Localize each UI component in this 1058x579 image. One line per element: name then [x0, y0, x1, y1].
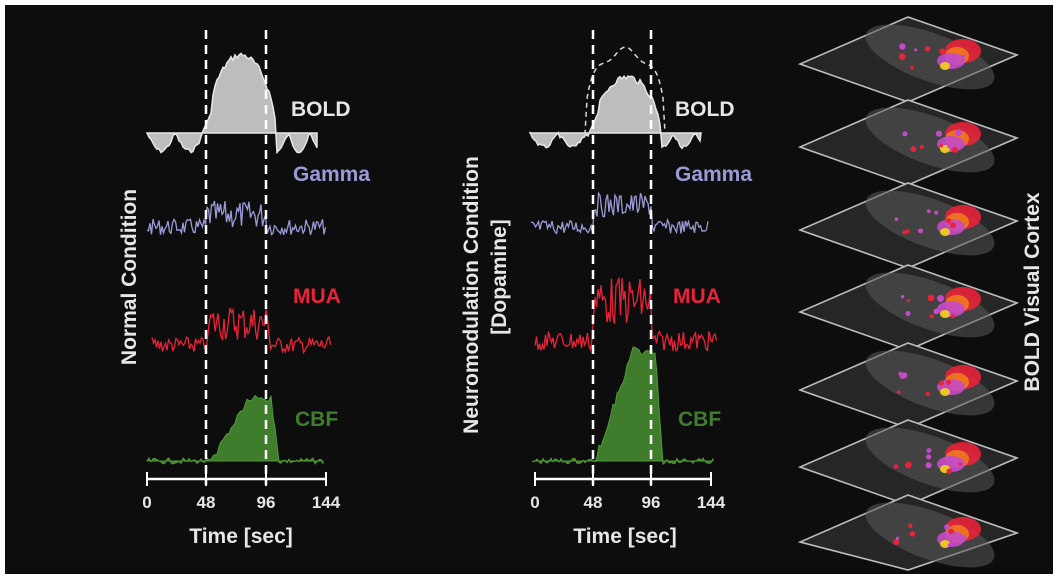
gamma-trace: [530, 191, 709, 235]
tick-label-144: 144: [312, 493, 341, 512]
mua-trace: [151, 307, 332, 355]
brain-slice: [797, 264, 1020, 351]
tick-label-48: 48: [197, 493, 216, 512]
brain-slice: [797, 342, 1020, 429]
cbf-trace: [146, 394, 324, 465]
figure-canvas: BOLD Gamma MUA CBF Normal Condition 0 48…: [118, 16, 1044, 571]
cortex-label: BOLD Visual Cortex: [1021, 192, 1044, 391]
cbf-label: CBF: [678, 408, 721, 431]
gamma-label: Gamma: [675, 163, 752, 186]
brain-slice-stack: [797, 16, 1020, 571]
brain-slice: [797, 16, 1020, 103]
condition-label: Normal Condition: [118, 189, 141, 365]
gamma-label: Gamma: [293, 163, 370, 186]
tick-label-96: 96: [257, 493, 276, 512]
figure: BOLD Gamma MUA CBF Normal Condition 0 48…: [5, 5, 1053, 574]
tick-label-0: 0: [142, 493, 151, 512]
tick-label-48: 48: [584, 493, 603, 512]
time-axis: [146, 472, 327, 486]
bold-trace: [145, 52, 318, 155]
brain-slice: [797, 419, 1020, 506]
time-axis: [534, 472, 712, 486]
cbf-trace: [532, 345, 714, 465]
cbf-label: CBF: [295, 408, 338, 431]
gamma-trace: [146, 200, 327, 236]
bold-label: BOLD: [675, 98, 735, 121]
x-axis-label: Time [sec]: [189, 525, 293, 548]
condition-label-line1: Neuromodulation Condition: [460, 156, 483, 434]
mua-label: MUA: [673, 285, 721, 308]
tick-label-96: 96: [642, 493, 661, 512]
brain-slice: [797, 182, 1020, 269]
mua-trace: [534, 277, 718, 352]
brain-slice: [797, 494, 1020, 571]
neuromodulation-condition-panel: BOLD Gamma MUA CBF Neuromodulation Condi…: [460, 30, 752, 548]
tick-label-144: 144: [697, 493, 726, 512]
x-axis-label: Time [sec]: [573, 525, 677, 548]
brain-slice: [797, 99, 1020, 186]
tick-label-0: 0: [530, 493, 539, 512]
bold-label: BOLD: [291, 98, 351, 121]
normal-condition-panel: BOLD Gamma MUA CBF Normal Condition 0 48…: [118, 30, 370, 548]
condition-label-line2: [Dopamine]: [488, 219, 511, 335]
mua-label: MUA: [293, 285, 341, 308]
